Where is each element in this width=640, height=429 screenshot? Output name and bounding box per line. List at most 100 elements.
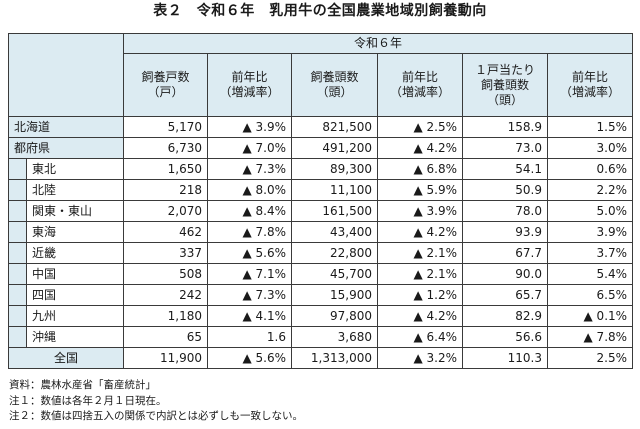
table-row: 北海道 5,170 ▲ 3.9% 821,500 ▲ 2.5% 158.9 1.5% (8, 116, 634, 138)
per-cell: 65.7 (462, 284, 548, 306)
households-cell: 1,650 (123, 158, 208, 180)
households-yoy-cell: ▲ 7.3% (207, 284, 292, 306)
per-cell: 54.1 (462, 158, 548, 180)
heads-cell: 11,100 (291, 179, 378, 201)
region-label: 九州 (26, 305, 124, 327)
per-cell: 67.7 (462, 242, 548, 264)
per-yoy-cell: 3.7% (546, 242, 634, 264)
households-header: 飼養戸数 （戸） (123, 53, 208, 117)
note-2: 注２：数値は四捨五入の関係で内訳とは必ずしも一致しない。 (9, 410, 303, 422)
region-label: 沖縄 (26, 326, 124, 348)
households-cell: 337 (123, 242, 208, 264)
per-yoy-cell: 0.6% (546, 158, 634, 180)
table-row: 都府県 6,730 ▲ 7.0% 491,200 ▲ 4.2% 73.0 3.0% (8, 137, 634, 159)
households-cell: 508 (123, 263, 208, 285)
per-household-header: １戸当たり 飼養頭数 （頭） (462, 53, 548, 117)
heads-cell: 43,400 (291, 221, 378, 243)
heads-cell: 45,700 (291, 263, 378, 285)
header-line: （増減率） (219, 85, 280, 99)
households-yoy-cell: ▲ 7.3% (207, 158, 292, 180)
heads-cell: 22,800 (291, 242, 378, 264)
per-cell: 158.9 (462, 116, 548, 138)
heads-yoy-cell: ▲ 1.2% (377, 284, 463, 306)
header-line: （頭） (316, 85, 353, 99)
households-cell: 5,170 (123, 116, 208, 138)
heads-yoy-header: 前年比 （増減率） (377, 53, 463, 117)
header-line: １戸当たり (474, 62, 535, 77)
heads-cell: 821,500 (291, 116, 378, 138)
header-line: （頭） (486, 92, 523, 107)
indent-spacer (8, 179, 27, 201)
per-yoy-cell: 1.5% (546, 116, 634, 138)
region-label: 関東・東山 (26, 200, 124, 222)
heads-yoy-cell: ▲ 3.9% (377, 200, 463, 222)
households-cell: 65 (123, 326, 208, 348)
heads-cell: 15,900 (291, 284, 378, 306)
heads-cell: 161,500 (291, 200, 378, 222)
header-line: 飼養頭数 (480, 77, 529, 92)
heads-yoy-cell: ▲ 2.5% (377, 116, 463, 138)
table-row: 北陸 218 ▲ 8.0% 11,100 ▲ 5.9% 50.9 2.2% (8, 179, 634, 201)
households-yoy-cell: ▲ 8.0% (207, 179, 292, 201)
households-yoy-cell: ▲ 7.1% (207, 263, 292, 285)
households-yoy-cell: ▲ 5.6% (207, 347, 292, 369)
region-label: 北陸 (26, 179, 124, 201)
heads-cell: 3,680 (291, 326, 378, 348)
households-yoy-cell: ▲ 3.9% (207, 116, 292, 138)
notes: 資料：農林水産省「畜産統計」 注１：数値は各年２月１日現在。 注２：数値は四捨五… (9, 378, 303, 425)
households-yoy-cell: ▲ 8.4% (207, 200, 292, 222)
heads-yoy-cell: ▲ 6.8% (377, 158, 463, 180)
region-label: 四国 (26, 284, 124, 306)
households-cell: 218 (123, 179, 208, 201)
note-1: 注１：数値は各年２月１日現在。 (9, 394, 167, 407)
table-row: 沖縄 65 1.6 3,680 ▲ 6.4% 56.6 ▲ 7.8% (8, 326, 634, 348)
households-cell: 462 (123, 221, 208, 243)
heads-yoy-cell: ▲ 3.2% (377, 347, 463, 369)
indent-spacer (8, 305, 27, 327)
livestock-table: 令和６年 飼養戸数 （戸） 前年比 （増減率） 飼養頭数 （頭） 前年比 （増減率） １… (8, 33, 634, 369)
indent-spacer (8, 326, 27, 348)
per-yoy-cell: 5.4% (546, 263, 634, 285)
per-cell: 110.3 (462, 347, 548, 369)
heads-cell: 491,200 (291, 137, 378, 159)
table-row: 近畿 337 ▲ 5.6% 22,800 ▲ 2.1% 67.7 3.7% (8, 242, 634, 264)
table-row: 中国 508 ▲ 7.1% 45,700 ▲ 2.1% 90.0 5.4% (8, 263, 634, 285)
households-yoy-cell: ▲ 7.0% (207, 137, 292, 159)
corner-header (8, 33, 124, 117)
households-cell: 2,070 (123, 200, 208, 222)
region-label: 東海 (26, 221, 124, 243)
per-yoy-cell: 2.2% (546, 179, 634, 201)
heads-header: 飼養頭数 （頭） (291, 53, 378, 117)
indent-spacer (8, 200, 27, 222)
heads-yoy-cell: ▲ 5.9% (377, 179, 463, 201)
per-yoy-cell: ▲ 7.8% (546, 326, 634, 348)
header-line: （戸） (147, 85, 184, 99)
per-yoy-cell: 2.5% (546, 347, 634, 369)
households-yoy-header: 前年比 （増減率） (207, 53, 292, 117)
indent-spacer (8, 221, 27, 243)
households-cell: 6,730 (123, 137, 208, 159)
header-line: 前年比 (231, 70, 268, 84)
header-line: 前年比 (401, 70, 438, 84)
per-cell: 73.0 (462, 137, 548, 159)
per-cell: 50.9 (462, 179, 548, 201)
header-line: （増減率） (389, 85, 450, 99)
households-cell: 242 (123, 284, 208, 306)
table-row: 東海 462 ▲ 7.8% 43,400 ▲ 4.2% 93.9 3.9% (8, 221, 634, 243)
table-row: 九州 1,180 ▲ 4.1% 97,800 ▲ 4.2% 82.9 ▲ 0.1% (8, 305, 634, 327)
heads-cell: 89,300 (291, 158, 378, 180)
table-body: 北海道 5,170 ▲ 3.9% 821,500 ▲ 2.5% 158.9 1.5% 都府県 6… (8, 116, 634, 369)
indent-spacer (8, 158, 27, 180)
per-cell: 93.9 (462, 221, 548, 243)
per-yoy-cell: 3.9% (546, 221, 634, 243)
region-label: 中国 (26, 263, 124, 285)
heads-cell: 1,313,000 (291, 347, 378, 369)
households-yoy-cell: ▲ 4.1% (207, 305, 292, 327)
table-row: 全国 11,900 ▲ 5.6% 1,313,000 ▲ 3.2% 110.3 2.5% (8, 347, 634, 369)
region-label: 近畿 (26, 242, 124, 264)
heads-cell: 97,800 (291, 305, 378, 327)
indent-spacer (8, 284, 27, 306)
per-cell: 82.9 (462, 305, 548, 327)
households-yoy-cell: ▲ 5.6% (207, 242, 292, 264)
header-line: 前年比 (572, 70, 609, 84)
